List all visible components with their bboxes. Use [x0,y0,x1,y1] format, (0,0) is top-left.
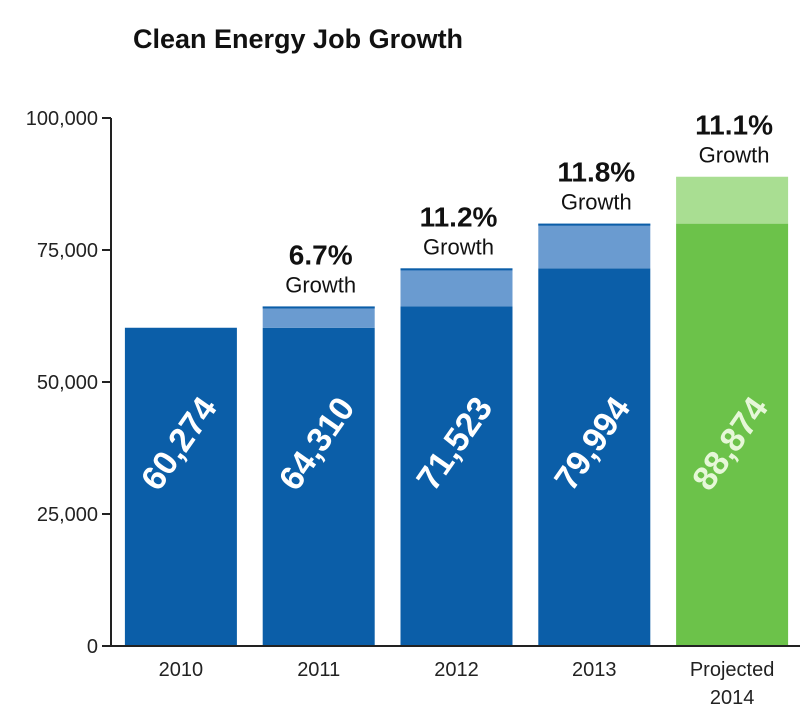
growth-pct-label-4: 11.1% [695,110,773,141]
x-tick-label-1: 2011 [297,659,340,681]
growth-pct-label-3: 11.8% [557,157,635,188]
growth-word-label-1: Growth [285,272,356,297]
bar-0 [124,327,237,646]
x-tick-label-4-0: Projected [690,659,775,681]
growth-word-label-3: Growth [561,190,632,215]
x-tick-label-4-1: 2014 [710,687,755,709]
x-tick-label-0: 2010 [159,659,204,681]
chart-title: Clean Energy Job Growth [133,24,463,54]
y-tick-label-2: 50,000 [37,372,98,394]
bar-growth-3 [538,223,651,269]
bar-3 [538,268,651,646]
y-tick-label-0: 0 [87,636,98,658]
bar-growth-1 [262,306,375,328]
y-tick-label-3: 75,000 [37,240,98,262]
growth-pct-label-2: 11.2% [420,201,498,232]
y-tick-label-4: 100,000 [26,108,98,130]
bar-growth-2 [400,268,513,307]
x-tick-label-2: 2012 [434,659,479,681]
x-tick-label-3: 2013 [572,659,617,681]
growth-word-label-2: Growth [423,234,494,259]
growth-pct-label-1: 6.7% [289,239,353,270]
bar-top-edge-3 [538,223,651,226]
bar-4 [676,223,789,646]
growth-word-label-4: Growth [699,143,770,168]
bar-1 [262,327,375,646]
bar-growth-4 [676,176,789,224]
bar-top-edge-2 [400,268,513,271]
bar-2 [400,306,513,646]
y-tick-label-1: 25,000 [37,504,98,526]
bar-top-edge-1 [262,306,375,309]
